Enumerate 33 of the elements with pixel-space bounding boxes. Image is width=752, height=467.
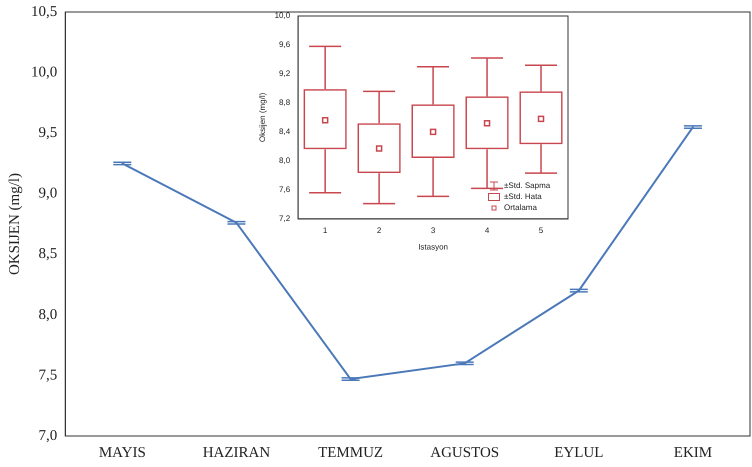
y-axis-title: OKSIJEN (mg/l)	[6, 172, 23, 276]
annotation: ±Std. Hata	[504, 192, 542, 201]
x-tick-label: 5	[538, 226, 544, 235]
x-tick-label: 1	[322, 226, 328, 235]
y-tick-label: 8,4	[279, 127, 291, 136]
y-axis-title: Oksijen (mg/l)	[258, 92, 268, 142]
x-tick-label: MAYIS	[98, 444, 146, 461]
y-tick-label: 10,0	[31, 64, 58, 81]
x-tick-label: EYLUL	[554, 444, 604, 461]
y-tick-label: 7,6	[279, 185, 291, 194]
y-tick-label: 9,0	[38, 186, 58, 202]
x-axis-title: Istasyon	[418, 242, 448, 252]
y-tick-label: 8,0	[279, 156, 291, 166]
y-tick-label: 10,5	[31, 4, 58, 20]
y-tick-label: 7,5	[38, 367, 58, 384]
y-tick-label: 8,8	[279, 98, 291, 108]
y-tick-label: 9,5	[38, 125, 58, 142]
y-tick-label: 8,5	[38, 246, 58, 262]
annotation: Ortalama	[504, 203, 537, 212]
y-tick-label: 7,0	[38, 428, 58, 444]
annotation: ±Std. Sapma	[504, 181, 550, 190]
y-tick-label: 8,0	[38, 306, 58, 323]
y-tick-label: 7,2	[279, 214, 291, 224]
y-tick-label: 10,0	[274, 11, 291, 20]
x-tick-label: AGUSTOS	[430, 444, 500, 461]
y-tick-label: 9,6	[279, 40, 291, 50]
x-tick-label: 2	[376, 226, 382, 235]
x-tick-label: EKIM	[674, 444, 712, 461]
y-tick-label: 9,2	[279, 69, 291, 78]
x-tick-label: 3	[430, 226, 436, 235]
x-tick-label: TEMMUZ	[318, 444, 384, 461]
x-tick-label: HAZIRAN	[202, 444, 270, 461]
x-tick-label: 4	[484, 226, 490, 235]
